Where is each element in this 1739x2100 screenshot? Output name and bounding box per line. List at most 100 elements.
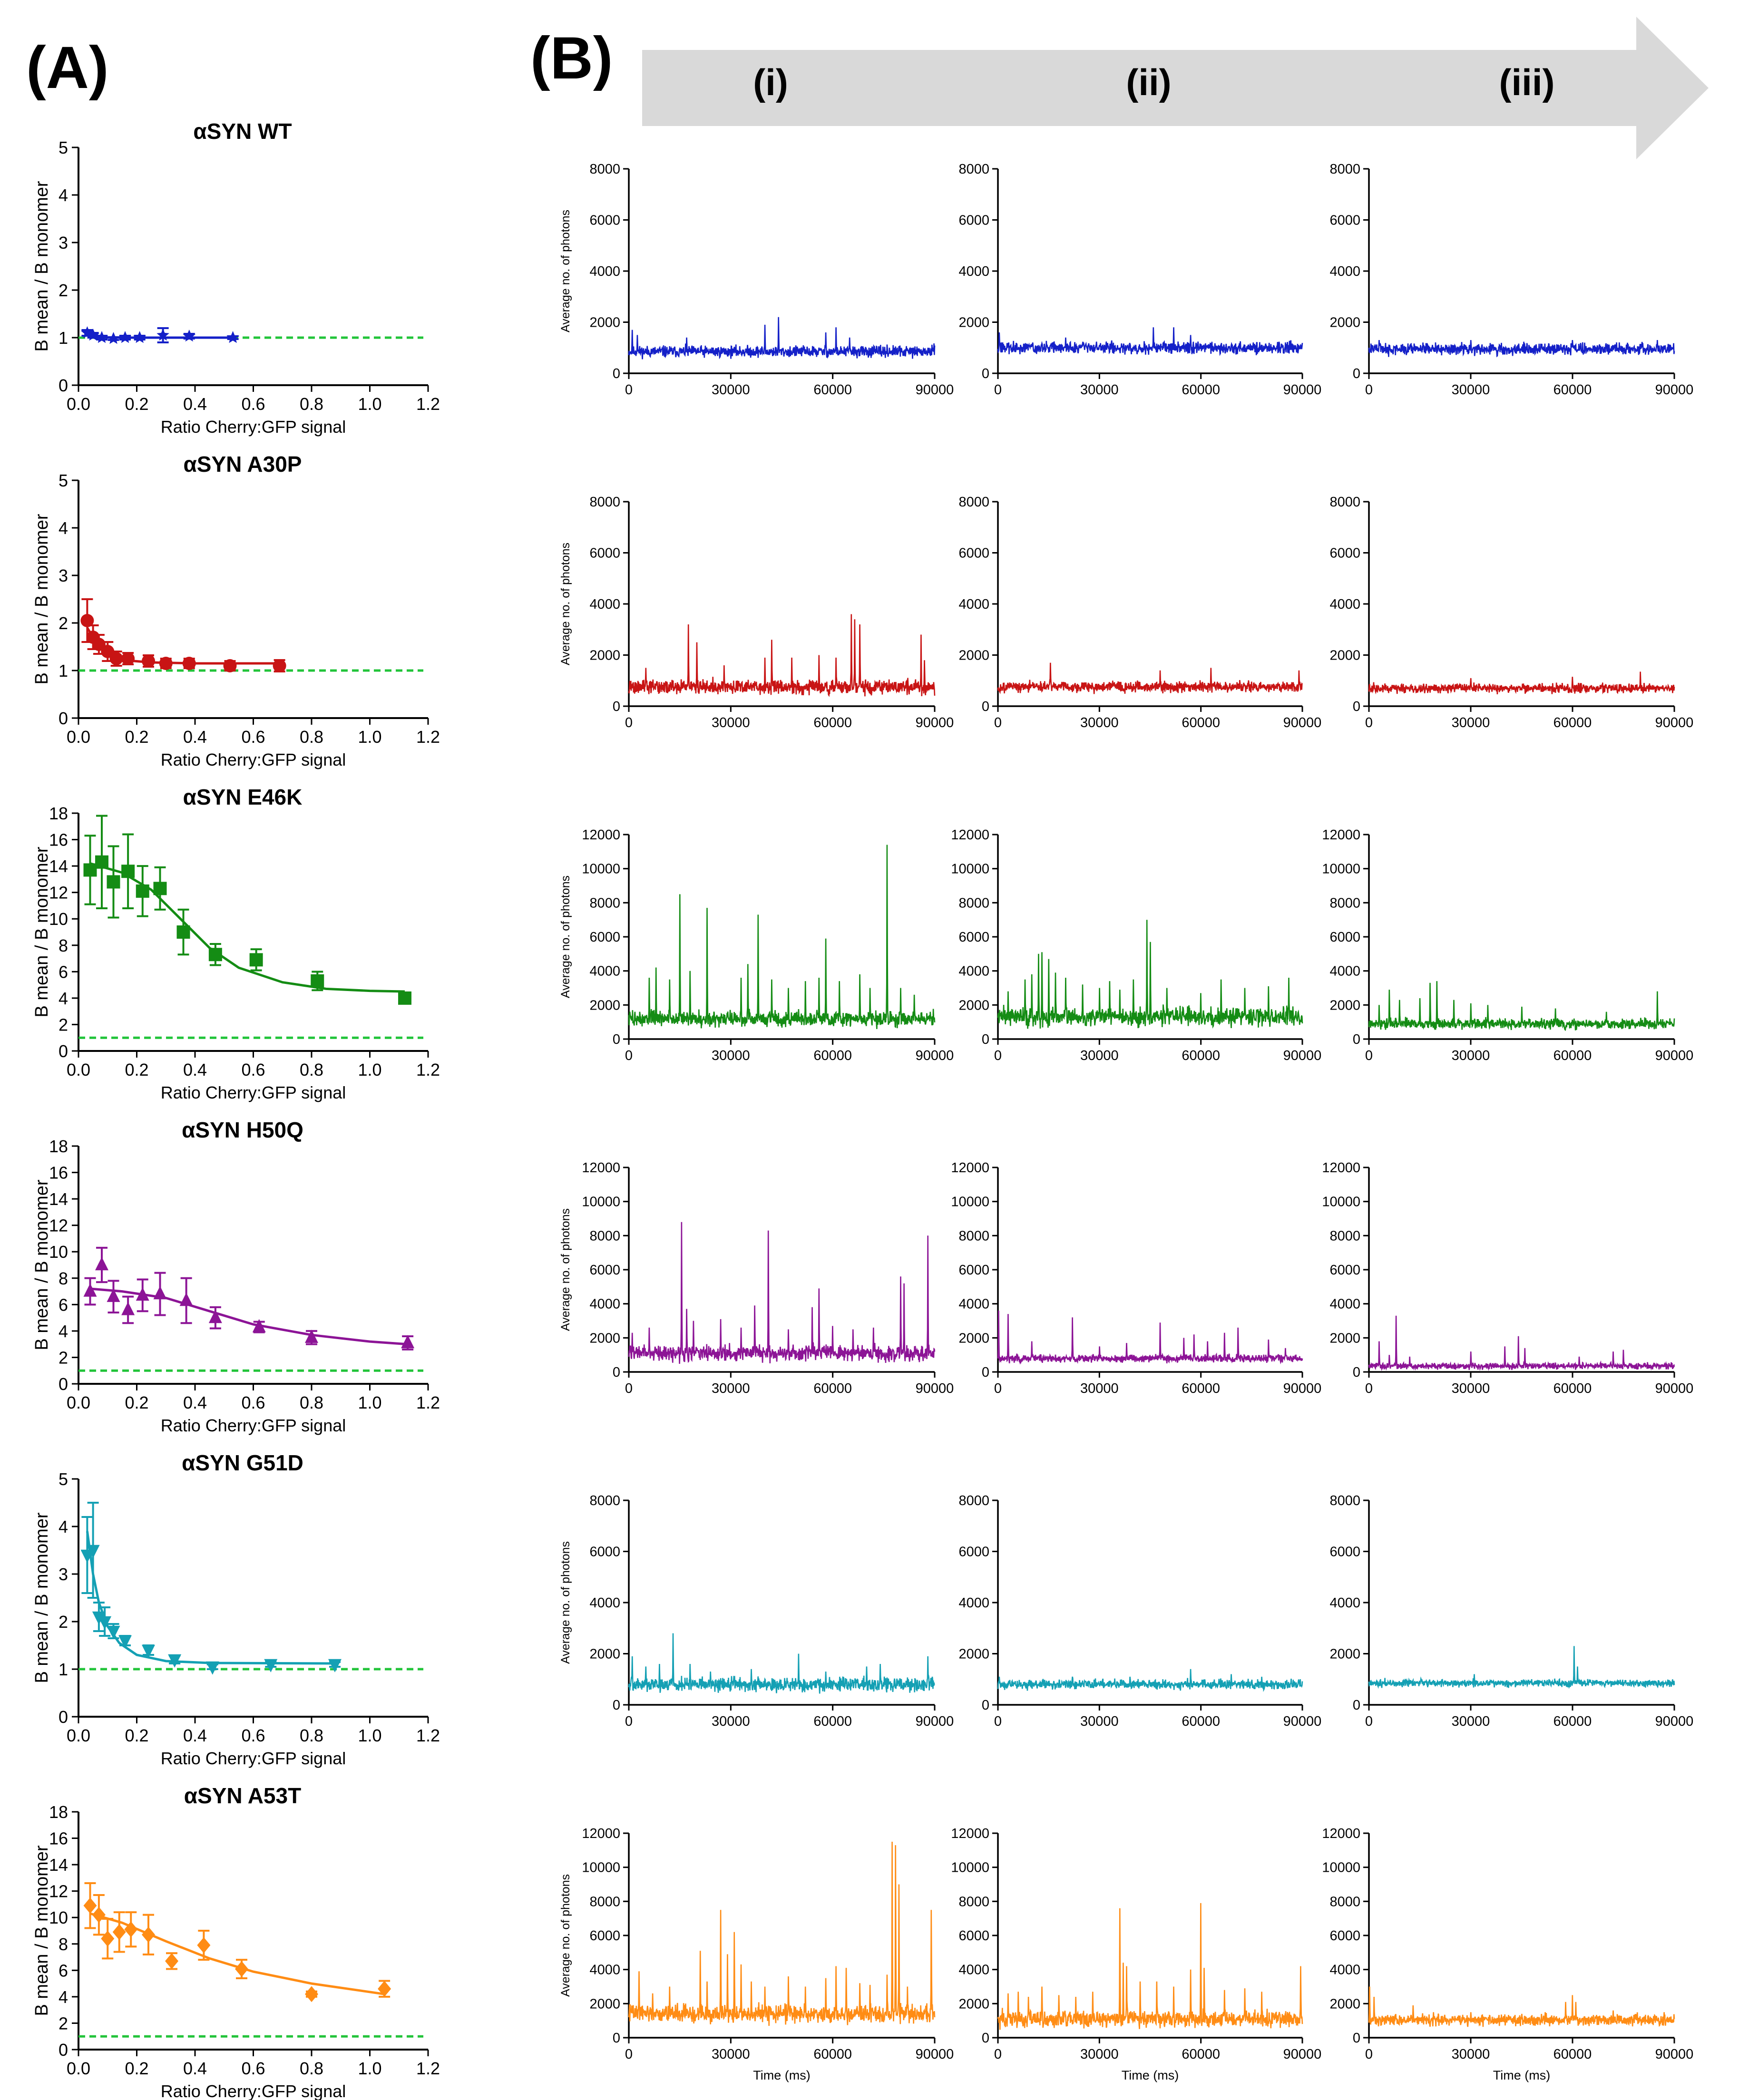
x-tick-label: 0 [1365, 1048, 1373, 1063]
y-tick-label: 0 [613, 2031, 620, 2046]
x-tick-label: 90000 [916, 1714, 954, 1729]
x-tick-label: 30000 [712, 1714, 750, 1729]
y-tick-label: 6000 [589, 1928, 620, 1944]
y-tick-label: 2 [59, 2013, 68, 2033]
x-tick-label: 0.4 [183, 1726, 207, 1745]
y-tick-label: 8000 [958, 1894, 989, 1909]
photon-trace [997, 920, 1303, 1029]
y-axis-label: Average no. of photons [559, 1874, 572, 1997]
y-tick-label: 8000 [589, 1493, 620, 1508]
data-point [223, 659, 237, 672]
y-tick-label: 4000 [589, 1297, 620, 1312]
x-axis-label: Ratio Cherry:GFP signal [161, 1416, 346, 1435]
x-tick-label: 30000 [1452, 715, 1490, 730]
x-tick-label: 30000 [712, 1048, 750, 1063]
y-tick-label: 4000 [958, 1963, 989, 1978]
x-tick-label: 60000 [1182, 2047, 1220, 2062]
x-axis-label: Ratio Cherry:GFP signal [161, 1749, 346, 1768]
data-point [159, 657, 173, 670]
fit-curve [90, 1287, 408, 1346]
x-tick-label: 90000 [1655, 715, 1694, 730]
y-tick-label: 0 [1353, 699, 1360, 714]
data-point [378, 1981, 391, 1997]
y-tick-label: 6000 [589, 930, 620, 945]
x-tick-label: 0.6 [241, 394, 265, 414]
data-point [136, 884, 149, 898]
x-tick-label: 30000 [712, 2047, 750, 2062]
x-tick-label: 30000 [1452, 1048, 1490, 1063]
y-tick-label: 4000 [589, 1963, 620, 1978]
data-point [107, 1625, 120, 1639]
photon-trace [1368, 1315, 1675, 1371]
x-tick-label: 60000 [1553, 382, 1592, 398]
data-point [118, 1635, 132, 1649]
x-tick-label: 30000 [1452, 1714, 1490, 1729]
y-tick-label: 6000 [958, 1928, 989, 1944]
x-axis-label: Time (ms) [1493, 2068, 1550, 2082]
x-tick-label: 0.8 [300, 1393, 323, 1412]
data-point [328, 1659, 342, 1672]
y-tick-label: 6 [59, 962, 68, 982]
y-tick-label: 1 [59, 1660, 68, 1679]
panel-b-label: (B) [530, 25, 613, 91]
x-tick-label: 60000 [1182, 382, 1220, 398]
y-tick-label: 4000 [1329, 1963, 1360, 1978]
data-point [101, 1930, 115, 1947]
chart-title: αSYN A53T [184, 1783, 301, 1808]
x-tick-label: 0.6 [241, 1726, 265, 1745]
x-tick-label: 90000 [1283, 1048, 1322, 1063]
y-tick-label: 10 [49, 1908, 68, 1927]
y-tick-label: 4 [59, 989, 68, 1008]
trace-chart-A53T-3: 0 2000 4000 6000 8000 10000 12000 0 30000 60000 90… [1322, 1826, 1693, 2082]
y-axis-label: Average no. of photons [559, 210, 572, 332]
x-tick-label: 60000 [813, 1048, 852, 1063]
x-tick-label: 30000 [1452, 1381, 1490, 1396]
x-tick-label: 30000 [1080, 715, 1119, 730]
data-point [208, 1310, 222, 1323]
y-tick-label: 2 [59, 281, 68, 300]
photon-trace [628, 317, 936, 360]
y-tick-label: 18 [49, 1137, 68, 1156]
x-tick-label: 0 [1365, 2047, 1373, 2062]
x-tick-label: 30000 [1080, 1714, 1119, 1729]
x-tick-label: 90000 [1283, 1714, 1322, 1729]
x-tick-label: 90000 [1283, 1381, 1322, 1396]
y-tick-label: 12000 [1322, 1826, 1360, 1841]
trace-chart-H50Q-1: 0 2000 4000 6000 8000 10000 12000 0 30000 60000 90… [559, 1160, 954, 1396]
x-tick-label: 60000 [813, 715, 852, 730]
trace-chart-WT-3: 0 2000 4000 6000 8000 0 30000 60000 90000 [1329, 162, 1693, 398]
chart-title: αSYN A30P [183, 452, 302, 476]
y-tick-label: 4 [59, 1987, 68, 2007]
y-tick-label: 10000 [1322, 1860, 1360, 1876]
trace-chart-E46K-1: 0 2000 4000 6000 8000 10000 12000 0 30000 60000 90… [559, 827, 954, 1063]
data-point [92, 1906, 106, 1923]
x-tick-label: 0 [1365, 382, 1373, 398]
x-tick-label: 30000 [1080, 2047, 1119, 2062]
x-tick-label: 90000 [916, 1048, 954, 1063]
data-point [83, 863, 97, 877]
chart-title: αSYN H50Q [182, 1118, 303, 1142]
y-tick-label: 2000 [589, 1331, 620, 1346]
y-tick-label: 8000 [589, 495, 620, 510]
data-point [249, 953, 263, 967]
photon-trace [628, 1222, 936, 1364]
y-tick-label: 3 [59, 233, 68, 253]
y-tick-label: 6000 [1329, 1928, 1360, 1944]
data-point [86, 1545, 100, 1558]
y-tick-label: 8000 [589, 1228, 620, 1244]
y-tick-label: 12000 [1322, 827, 1360, 843]
photon-trace [1368, 340, 1675, 358]
data-point [264, 1659, 278, 1672]
x-tick-label: 1.0 [358, 1393, 381, 1412]
y-tick-label: 2000 [958, 1331, 989, 1346]
x-tick-label: 60000 [1553, 715, 1592, 730]
trace-chart-G51D-1: 0 2000 4000 6000 8000 0 30000 60000 90000 Average… [559, 1493, 954, 1729]
x-tick-label: 1.2 [416, 1060, 440, 1079]
x-tick-label: 0 [994, 1381, 1002, 1396]
y-tick-label: 8 [59, 1269, 68, 1288]
x-tick-label: 0.6 [241, 727, 265, 747]
x-tick-label: 0.6 [241, 1393, 265, 1412]
y-tick-label: 12000 [1322, 1160, 1360, 1176]
x-tick-label: 0.4 [183, 1393, 207, 1412]
data-point [107, 1288, 120, 1302]
